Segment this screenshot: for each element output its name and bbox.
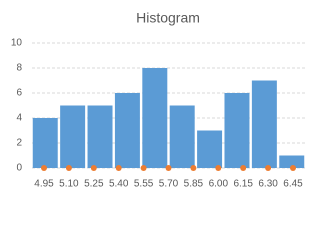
x-tick-label: 6.00 bbox=[209, 179, 229, 190]
chart: Histogram 0 2 4 6 8 10 4.95 5.10 5.25 5.40 5.55 5.7… bbox=[10, 9, 306, 190]
bar bbox=[87, 105, 113, 168]
bar bbox=[32, 118, 58, 168]
bar bbox=[142, 68, 168, 168]
x-tick-label: 4.95 bbox=[34, 179, 54, 190]
x-tick-label: 6.45 bbox=[283, 179, 303, 190]
bar bbox=[251, 80, 277, 168]
y-tick-label: 2 bbox=[16, 138, 22, 149]
marker bbox=[190, 165, 197, 171]
y-tick-label: 10 bbox=[11, 38, 23, 49]
marker bbox=[41, 165, 47, 171]
marker bbox=[115, 165, 122, 171]
marker bbox=[240, 165, 247, 171]
marker bbox=[215, 165, 222, 171]
marker bbox=[90, 165, 97, 171]
marker bbox=[65, 165, 72, 171]
x-tick-label: 6.15 bbox=[233, 179, 253, 190]
x-tick-label: 6.30 bbox=[258, 179, 278, 190]
y-tick-label: 0 bbox=[16, 163, 22, 174]
x-tick-label: 5.40 bbox=[109, 179, 129, 190]
chart-title: Histogram bbox=[136, 10, 200, 26]
marker bbox=[165, 165, 172, 171]
marker bbox=[140, 165, 147, 171]
bar bbox=[279, 155, 305, 168]
marker bbox=[265, 165, 272, 171]
bar bbox=[224, 93, 250, 168]
x-tick-label: 5.25 bbox=[84, 179, 104, 190]
bar bbox=[197, 130, 223, 168]
bar bbox=[114, 93, 140, 168]
x-tick-label: 5.85 bbox=[184, 179, 204, 190]
bar bbox=[60, 105, 86, 168]
y-tick-label: 8 bbox=[16, 63, 22, 74]
x-tick-label: 5.70 bbox=[159, 179, 179, 190]
x-tick-label: 5.10 bbox=[59, 179, 79, 190]
x-tick-label: 5.55 bbox=[134, 179, 154, 190]
y-tick-label: 6 bbox=[16, 88, 22, 99]
y-tick-label: 4 bbox=[16, 113, 22, 124]
marker bbox=[290, 165, 296, 171]
bar bbox=[169, 105, 195, 168]
